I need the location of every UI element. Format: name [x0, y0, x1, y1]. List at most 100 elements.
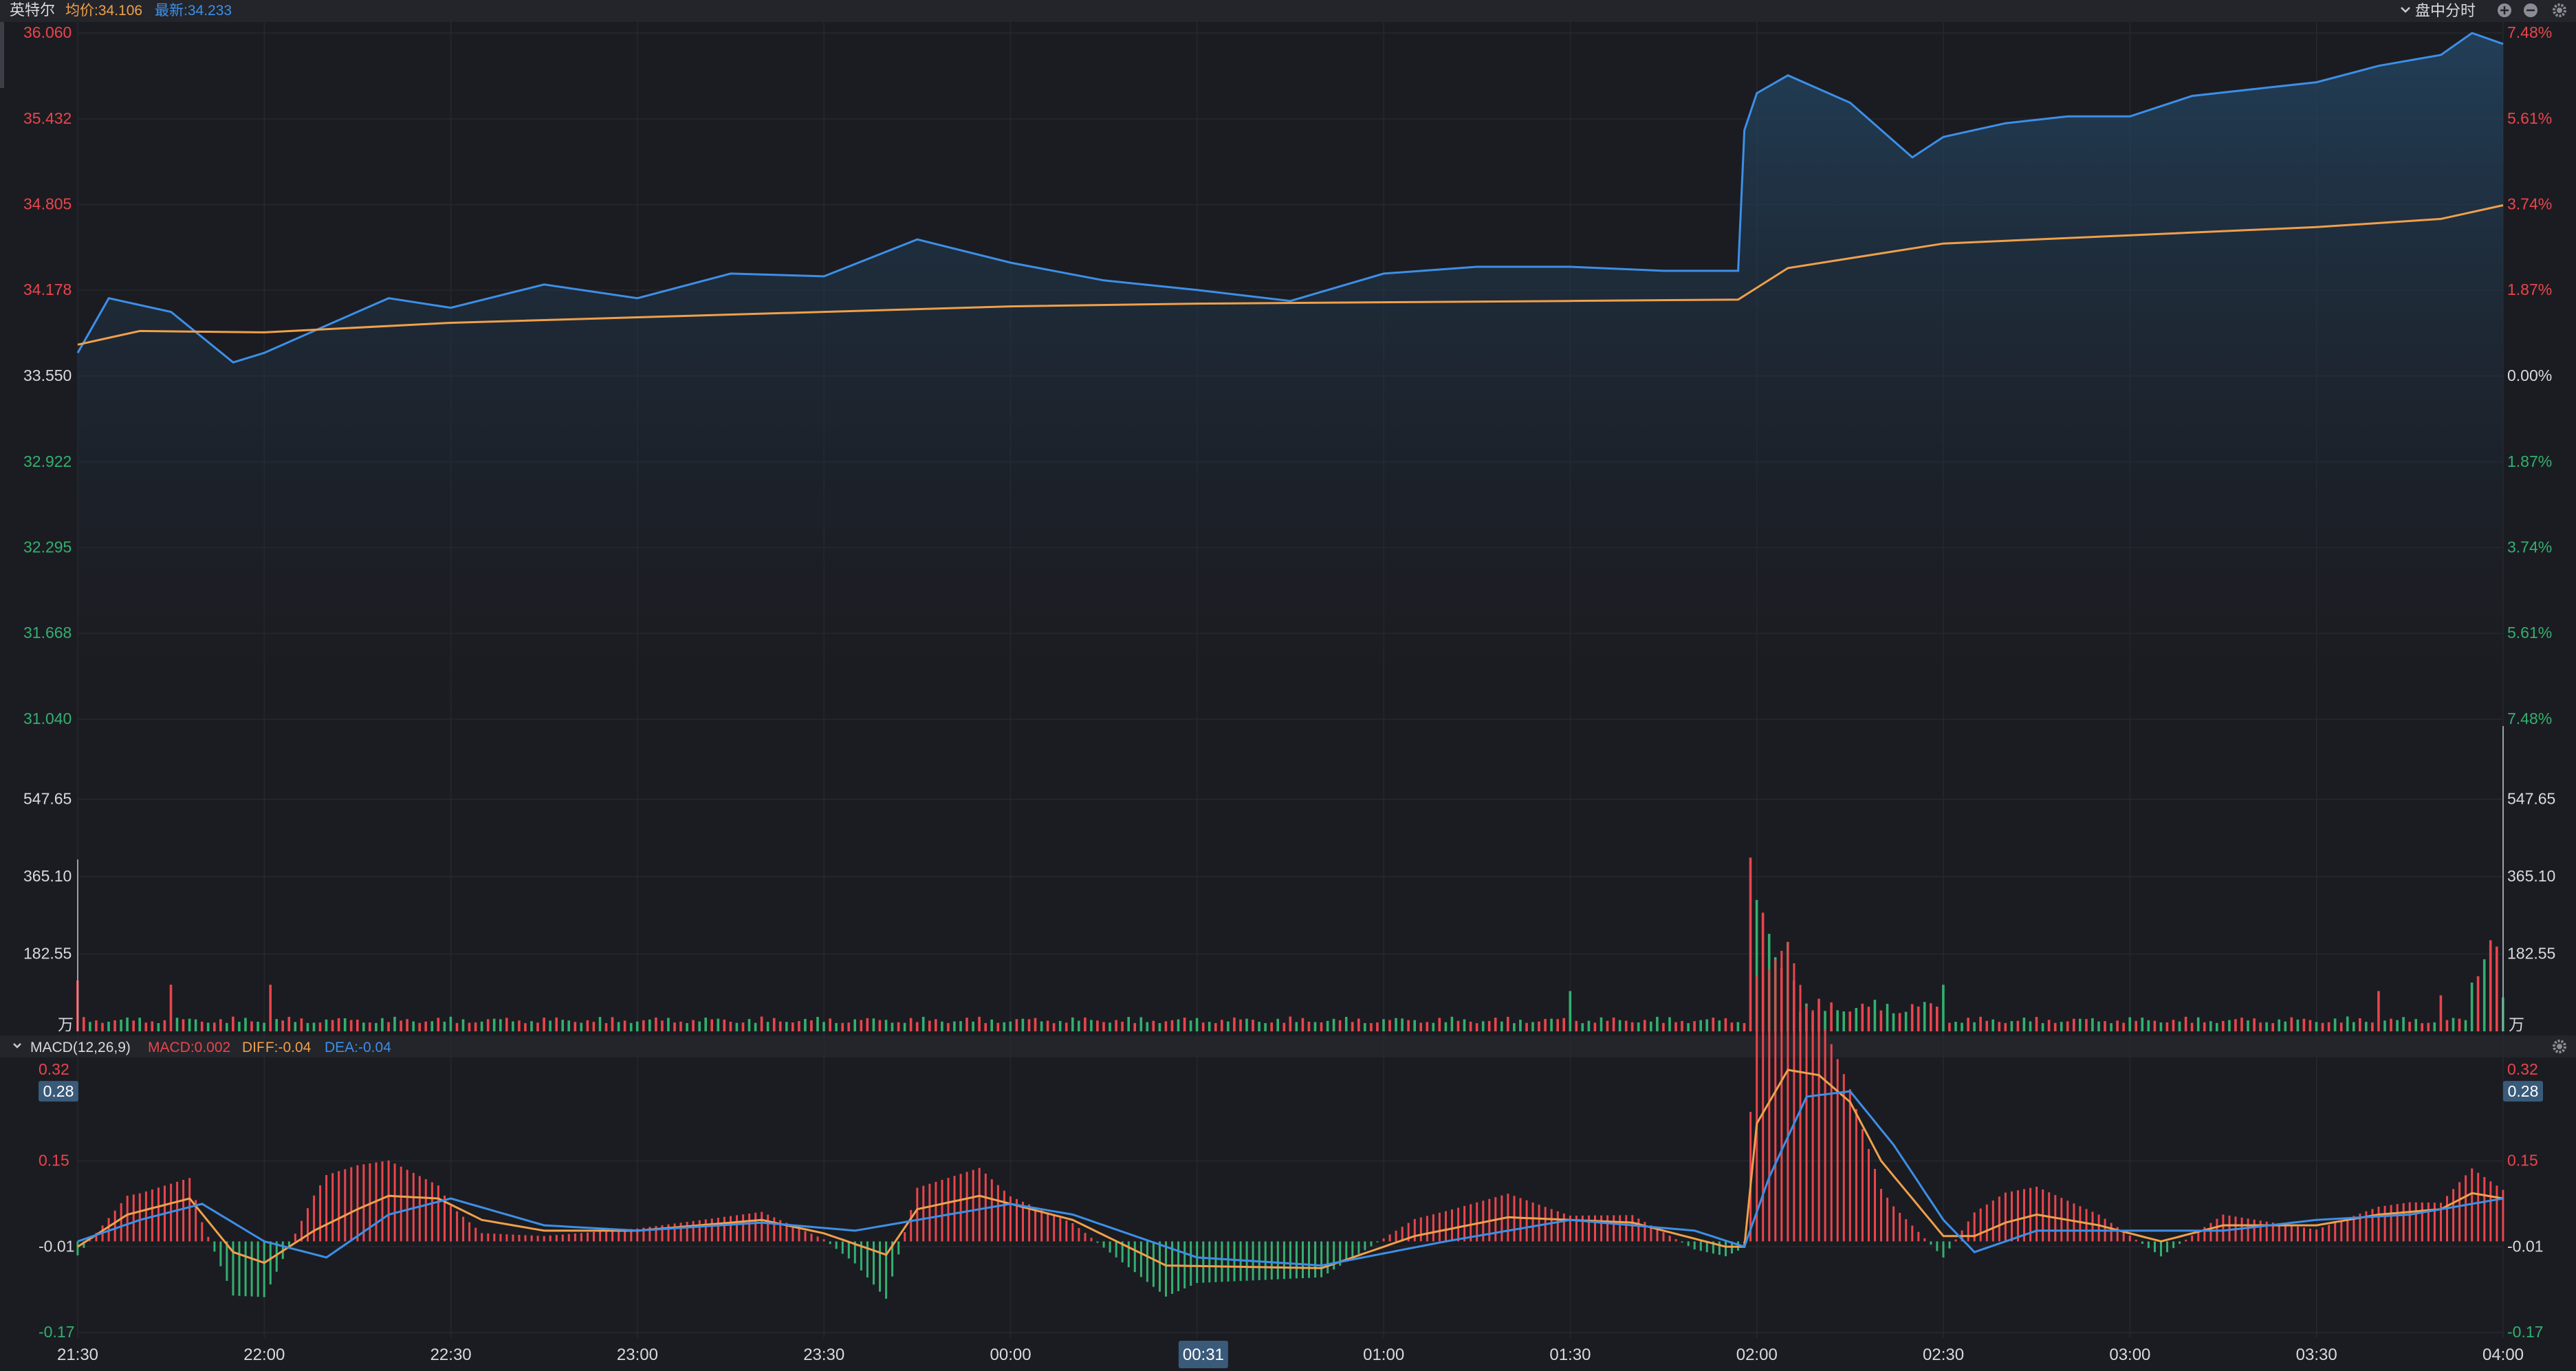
volume-bar	[2222, 1020, 2225, 1031]
macd-histogram-bar	[593, 1231, 595, 1242]
macd-histogram-bar	[1016, 1198, 1018, 1242]
volume-bar	[667, 1018, 670, 1031]
macd-histogram-bar	[1718, 1241, 1721, 1255]
macd-histogram-bar	[450, 1205, 452, 1242]
macd-histogram-bar	[2353, 1216, 2355, 1242]
volume-bar	[1848, 1011, 1851, 1031]
volume-bar	[623, 1020, 626, 1031]
volume-bar	[2240, 1018, 2243, 1031]
volume-bar	[175, 1018, 179, 1031]
macd-histogram-bar	[256, 1241, 259, 1297]
volume-bar	[1861, 1003, 1864, 1031]
volume-unit-label: 万	[58, 1016, 74, 1033]
macd-histogram-bar	[2446, 1196, 2448, 1242]
volume-bar	[2315, 1022, 2318, 1031]
macd-histogram-bar	[2191, 1235, 2194, 1242]
volume-bar	[2296, 1019, 2300, 1031]
volume-bar	[567, 1020, 570, 1031]
macd-histogram-bar	[1674, 1239, 1677, 1242]
macd-gear-icon[interactable]	[2553, 1040, 2566, 1053]
chevron-down-icon[interactable]	[13, 1043, 21, 1049]
macd-histogram-bar	[1805, 1006, 1808, 1242]
volume-bar	[1252, 1020, 1254, 1031]
macd-histogram-bar	[1575, 1216, 1578, 1242]
volume-bar	[798, 1021, 800, 1031]
macd-histogram-bar	[1457, 1207, 1460, 1242]
macd-histogram-bar	[176, 1181, 179, 1242]
volume-bar	[915, 1022, 919, 1031]
macd-histogram-bar	[630, 1229, 633, 1242]
macd-histogram-bar	[1357, 1241, 1360, 1254]
zoom-out-icon[interactable]	[2524, 3, 2537, 17]
volume-bar	[754, 1022, 757, 1031]
macd-histogram-bar	[1388, 1234, 1391, 1242]
volume-bar	[2153, 1020, 2157, 1031]
macd-histogram-bar	[493, 1233, 496, 1242]
volume-bar	[449, 1016, 452, 1031]
volume-bar	[2290, 1017, 2293, 1031]
volume-bar	[941, 1021, 943, 1031]
macd-histogram-bar	[350, 1167, 353, 1242]
macd-histogram-bar	[356, 1165, 359, 1242]
volume-bar	[1370, 1023, 1373, 1031]
volume-bar	[1289, 1016, 1292, 1031]
mode-dropdown[interactable]: 盘中分时	[2401, 2, 2476, 19]
dea-value: DEA:-0.04	[325, 1040, 391, 1055]
zoom-in-icon[interactable]	[2498, 3, 2511, 17]
macd-histogram-bar	[2334, 1222, 2337, 1242]
macd-histogram-bar	[2085, 1209, 2088, 1242]
volume-bar	[729, 1022, 732, 1031]
price-tick-label: 32.922	[23, 452, 72, 470]
volume-bar	[238, 1022, 241, 1031]
volume-bar	[928, 1020, 931, 1031]
macd-histogram-bar	[792, 1225, 794, 1242]
macd-histogram-bar	[2160, 1241, 2162, 1257]
volume-bar	[1463, 1019, 1466, 1031]
macd-histogram-bar	[325, 1175, 328, 1242]
price-area-fill	[78, 33, 2503, 719]
macd-histogram-bar	[2179, 1241, 2181, 1244]
macd-histogram-bar	[754, 1212, 757, 1242]
volume-bar	[1239, 1019, 1242, 1031]
macd-histogram-bar	[2458, 1182, 2461, 1242]
price-tick-label: 31.668	[23, 624, 72, 641]
macd-histogram-bar	[1445, 1211, 1447, 1242]
volume-bar	[655, 1017, 657, 1031]
macd-histogram-bar	[599, 1231, 602, 1242]
price-tick-label: 31.040	[23, 710, 72, 727]
macd-tick-label-right: 0.32	[2507, 1060, 2538, 1078]
volume-bar	[1998, 1022, 2001, 1031]
gear-icon[interactable]	[2553, 3, 2566, 17]
volume-bar	[306, 1022, 309, 1031]
volume-bar	[1170, 1020, 1174, 1031]
volume-bar	[1084, 1017, 1087, 1031]
macd-lines	[77, 1068, 2504, 1269]
macd-histogram-bar	[1314, 1241, 1317, 1278]
macd-histogram-bar	[1705, 1241, 1708, 1253]
macd-tick-label: -0.01	[39, 1237, 74, 1255]
volume-bar	[2452, 1018, 2455, 1031]
macd-histogram-bar	[2097, 1214, 2100, 1242]
volume-bar	[984, 1023, 987, 1031]
macd-histogram-bar	[1276, 1241, 1279, 1280]
volume-bar	[629, 1022, 633, 1031]
macd-histogram-bar	[1196, 1241, 1199, 1283]
volume-bar	[872, 1018, 875, 1031]
dea-line	[77, 1090, 2504, 1267]
macd-histogram-bar	[2390, 1205, 2392, 1242]
latest-price-label: 最新:34.233	[155, 3, 232, 19]
volume-bar	[2216, 1022, 2218, 1031]
volume-bar	[1954, 1022, 1957, 1031]
volume-bar	[1930, 1003, 1932, 1031]
macd-histogram-bar	[2489, 1181, 2492, 1242]
macd-histogram-bar	[1917, 1231, 1920, 1242]
macd-histogram-bar	[1264, 1241, 1267, 1280]
volume-bar	[965, 1018, 968, 1031]
macd-histogram-bar	[655, 1226, 657, 1242]
macd-histogram-bar	[269, 1241, 272, 1285]
volume-bar	[2066, 1021, 2069, 1031]
volume-bar	[1836, 1010, 1839, 1031]
volume-bar	[132, 1020, 135, 1031]
volume-bar	[1730, 1022, 1734, 1031]
